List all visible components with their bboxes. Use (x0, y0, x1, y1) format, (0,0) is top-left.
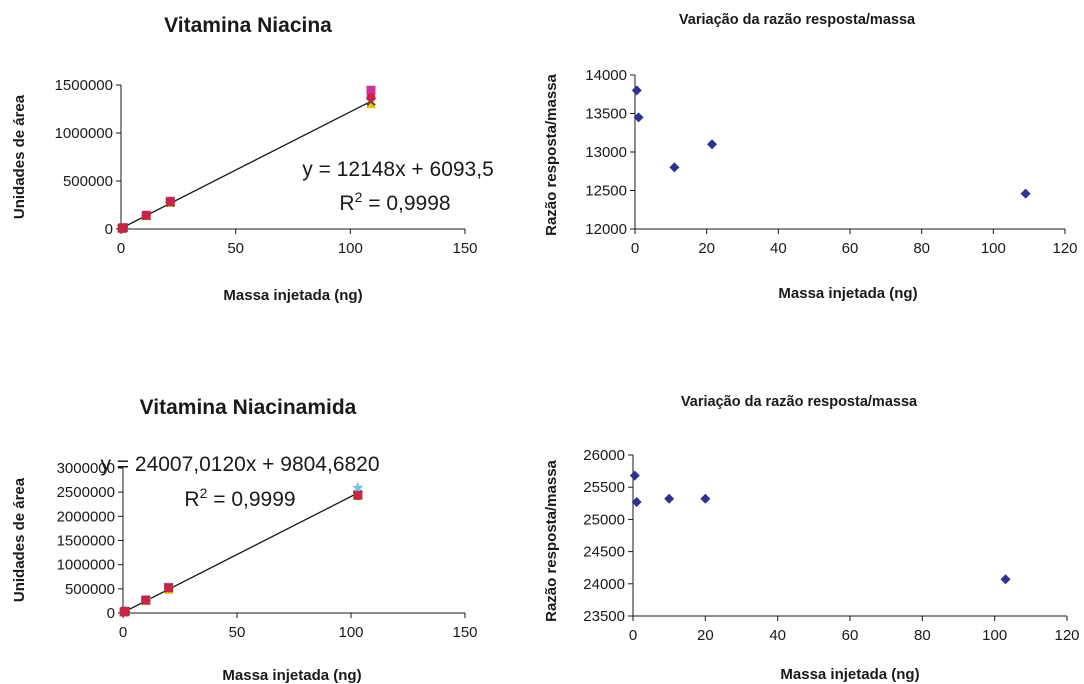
chart-title: Vitamina Niacina (164, 14, 332, 37)
y-tick-label: 13000 (585, 144, 627, 161)
y-tick-label: 13500 (585, 106, 627, 123)
x-tick-label: 50 (229, 624, 246, 641)
data-point (669, 162, 680, 173)
trendline (122, 492, 359, 614)
data-point (631, 85, 642, 96)
data-series (629, 470, 1011, 585)
x-tick-label: 120 (1054, 627, 1079, 644)
y-tick-label: 23500 (583, 608, 625, 625)
data-series (631, 85, 1031, 199)
chart-title: Variação da razão resposta/massa (679, 12, 916, 28)
x-tick-label: 40 (769, 627, 786, 644)
y-tick-label: 0 (107, 605, 115, 622)
x-tick-label: 60 (842, 240, 859, 257)
x-tick-label: 0 (117, 240, 125, 257)
data-point (707, 139, 718, 150)
data-point (1000, 574, 1011, 585)
x-tick-label: 150 (452, 624, 477, 641)
y-tick-label: 1000000 (55, 125, 113, 142)
chart-niacinamida-ratio: Variação da razão resposta/massa 23500 240… (543, 394, 1080, 683)
x-axis-label: Massa injetada (ng) (222, 667, 361, 684)
y-tick-label: 26000 (583, 447, 625, 464)
x-tick-label: 20 (698, 240, 715, 257)
y-tick-label: 2000000 (57, 508, 115, 525)
data-point (165, 197, 175, 207)
r-squared-label: R2 = 0,9998 (339, 189, 450, 215)
x-tick-label: 100 (338, 240, 363, 257)
chart-title: Variação da razão resposta/massa (681, 394, 918, 410)
x-tick-label: 0 (629, 627, 637, 644)
y-tick-label: 1500000 (57, 533, 115, 550)
trendline (120, 100, 372, 229)
data-point (366, 85, 376, 95)
x-tick-label: 100 (982, 627, 1007, 644)
data-point (353, 491, 363, 501)
data-series (117, 92, 376, 233)
data-point (352, 481, 364, 493)
y-tick-label: 1000000 (57, 557, 115, 574)
data-point (164, 583, 174, 593)
data-point (141, 210, 151, 220)
x-tick-label: 20 (697, 627, 714, 644)
x-tick-label: 60 (842, 627, 859, 644)
data-point (118, 223, 128, 233)
x-tick-label: 0 (631, 240, 639, 257)
x-tick-label: 0 (119, 624, 127, 641)
x-tick-label: 120 (1052, 240, 1077, 257)
r-squared-label: R2 = 0,9999 (184, 485, 295, 511)
data-point (141, 595, 151, 605)
trendline-equation: y = 12148x + 6093,5 (302, 158, 494, 181)
y-tick-label: 0 (105, 221, 113, 238)
x-axis-label: Massa injetada (ng) (223, 287, 362, 304)
chart-niacina-calibration: Vitamina Niacina 0 500000 1000000 1500000 0 50… (11, 14, 494, 304)
data-point (631, 497, 642, 508)
y-tick-label: 12500 (585, 183, 627, 200)
y-tick-label: 500000 (65, 581, 115, 598)
y-tick-label: 12000 (585, 221, 627, 238)
data-point (629, 470, 640, 481)
y-tick-label: 24500 (583, 544, 625, 561)
data-point (120, 606, 130, 616)
x-tick-label: 80 (913, 240, 930, 257)
y-tick-label: 500000 (63, 173, 113, 190)
data-point (664, 493, 675, 504)
x-tick-label: 50 (227, 240, 244, 257)
x-tick-label: 150 (452, 240, 477, 257)
y-axis-label: Razão resposta/massa (543, 73, 560, 235)
chart-niacinamida-calibration: Vitamina Niacinamida 0 500000 1000000 150000… (11, 396, 478, 684)
data-point (365, 99, 376, 109)
y-tick-label: 2500000 (57, 484, 115, 501)
x-tick-label: 40 (770, 240, 787, 257)
x-tick-label: 100 (981, 240, 1006, 257)
chart-title: Vitamina Niacinamida (140, 396, 357, 419)
x-tick-label: 100 (338, 624, 363, 641)
y-axis-label: Unidades de área (11, 94, 28, 219)
data-point (633, 112, 644, 123)
y-tick-label: 25500 (583, 479, 625, 496)
x-tick-label: 80 (914, 627, 931, 644)
y-axis-label: Unidades de área (11, 477, 28, 602)
x-axis-label: Massa injetada (ng) (780, 666, 919, 683)
y-axis-label: Razão resposta/massa (543, 459, 560, 621)
trendline-equation: y = 24007,0120x + 9804,6820 (100, 453, 379, 476)
data-point (366, 92, 376, 102)
chart-niacina-ratio: Variação da razão resposta/massa 12000 125… (543, 12, 1078, 302)
y-tick-label: 25000 (583, 511, 625, 528)
x-axis-label: Massa injetada (ng) (778, 285, 917, 302)
y-tick-label: 1500000 (55, 77, 113, 94)
y-tick-label: 3000000 (57, 460, 115, 477)
y-tick-label: 24000 (583, 576, 625, 593)
data-series (119, 491, 363, 617)
data-point (700, 493, 711, 504)
data-point (1020, 188, 1031, 199)
y-tick-label: 14000 (585, 67, 627, 84)
